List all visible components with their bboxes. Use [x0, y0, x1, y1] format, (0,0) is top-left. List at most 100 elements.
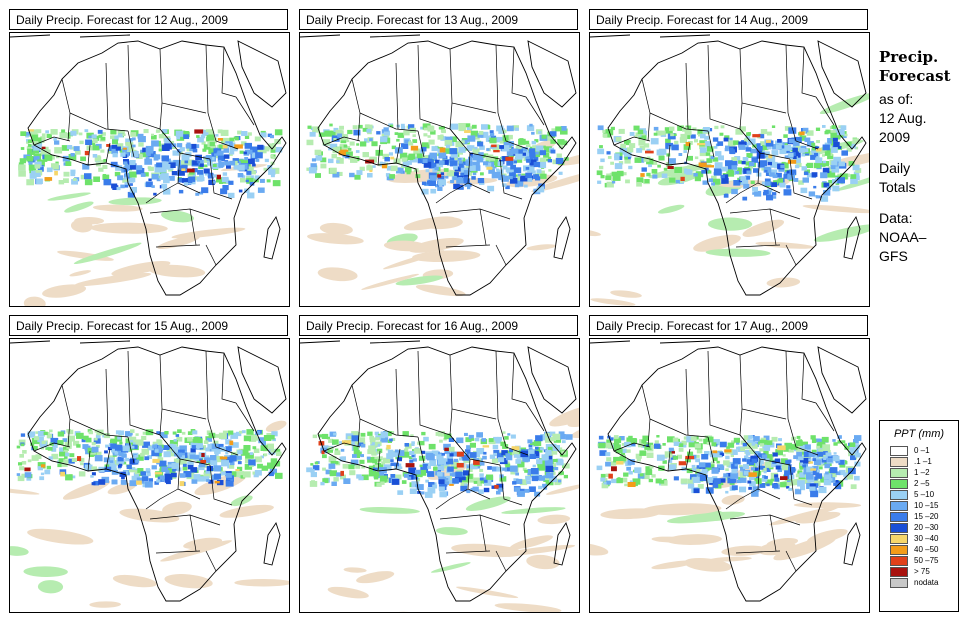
precip-cell — [446, 172, 451, 176]
precip-cell — [714, 125, 719, 130]
precip-cell — [71, 457, 77, 462]
ocean-precip-streak — [37, 580, 64, 594]
precip-cell — [393, 158, 401, 165]
precip-cell — [37, 431, 45, 437]
arabia-outline — [10, 34, 287, 108]
precip-cell — [549, 131, 557, 137]
precip-cell — [73, 440, 80, 446]
precip-cell — [744, 138, 749, 142]
precip-cell — [599, 450, 607, 456]
ocean-precip-streak — [435, 527, 468, 536]
precip-cell — [771, 150, 779, 156]
country-border — [649, 418, 709, 438]
precip-cell — [244, 157, 249, 161]
precip-cell — [111, 144, 118, 149]
precip-cell — [270, 174, 275, 178]
precip-cell — [502, 165, 508, 170]
precip-cell — [833, 141, 840, 147]
precip-cell — [159, 173, 167, 180]
precip-cell — [161, 155, 169, 162]
precip-cell — [505, 167, 513, 173]
ocean-precip-streak — [317, 267, 358, 282]
precip-cell — [134, 455, 138, 458]
precip-cell — [806, 473, 814, 480]
precip-cell — [781, 162, 789, 169]
precip-cell — [545, 449, 552, 455]
precip-cell — [331, 481, 337, 486]
precip-cell — [163, 451, 171, 458]
precip-cell — [771, 169, 778, 175]
precip-cell — [682, 126, 688, 132]
legend-swatch — [890, 490, 908, 500]
precip-cell — [550, 149, 556, 154]
precip-cell — [212, 174, 217, 178]
precip-cell — [18, 164, 26, 171]
precip-cell — [766, 194, 774, 201]
precip-cell — [635, 132, 641, 137]
country-border — [685, 368, 689, 436]
ocean-precip-streak — [526, 554, 560, 570]
precip-cell — [46, 465, 51, 470]
country-border — [725, 488, 759, 510]
precip-cell — [343, 144, 348, 148]
precip-cell — [381, 435, 386, 439]
precip-cell — [51, 453, 59, 460]
precip-cell — [221, 471, 226, 476]
precip-cell — [838, 125, 842, 129]
heavy-precip-cell — [60, 471, 65, 477]
precip-cell — [506, 150, 514, 156]
precip-cell — [564, 157, 569, 161]
precip-cell — [27, 459, 32, 463]
precip-cell — [178, 449, 185, 455]
precip-cell — [628, 165, 633, 170]
precip-cell — [435, 184, 439, 188]
precip-cell — [426, 180, 432, 185]
heavy-precip-cell — [777, 445, 786, 451]
precip-cell — [495, 136, 503, 143]
precip-cell — [479, 473, 484, 477]
precip-cell — [522, 455, 530, 462]
heavy-precip-cell — [685, 142, 690, 147]
precip-cell — [143, 172, 149, 177]
precip-cell — [107, 446, 112, 451]
precip-cell — [339, 456, 346, 462]
precip-cell — [808, 452, 815, 458]
precip-cell — [333, 432, 337, 436]
precip-cell — [513, 454, 519, 458]
precip-cell — [460, 485, 468, 492]
precip-cell — [800, 486, 805, 491]
heavy-precip-cell — [152, 458, 160, 463]
precip-cell — [527, 177, 533, 182]
precip-cell — [476, 448, 485, 455]
precip-cell — [798, 456, 804, 461]
precip-cell — [617, 156, 623, 160]
precip-cell — [793, 455, 798, 459]
precip-cell — [793, 140, 800, 146]
precip-cell — [169, 440, 178, 447]
precip-cell — [272, 438, 276, 442]
precip-cell — [708, 178, 714, 182]
precip-cell — [164, 431, 169, 435]
precip-cell — [126, 443, 130, 446]
precip-cell — [669, 464, 677, 470]
precip-cell — [112, 139, 118, 145]
precip-cell — [517, 490, 525, 497]
precip-cell — [665, 142, 674, 150]
precip-cell — [502, 444, 509, 449]
precip-cell — [39, 441, 48, 448]
precip-cell — [420, 491, 425, 495]
precip-cell — [509, 177, 518, 184]
precip-cell — [16, 473, 21, 476]
precip-cell — [678, 448, 684, 452]
precip-cell — [729, 147, 734, 152]
precip-cell — [56, 155, 60, 159]
precip-cell — [390, 459, 394, 462]
heavy-precip-cell — [766, 139, 771, 143]
precip-cell — [103, 159, 107, 162]
precip-cell — [778, 438, 782, 442]
precip-cell — [806, 173, 813, 178]
precip-cell — [359, 437, 366, 443]
precip-cell — [712, 483, 719, 488]
precip-cell — [481, 438, 486, 442]
precip-cell — [411, 454, 415, 458]
